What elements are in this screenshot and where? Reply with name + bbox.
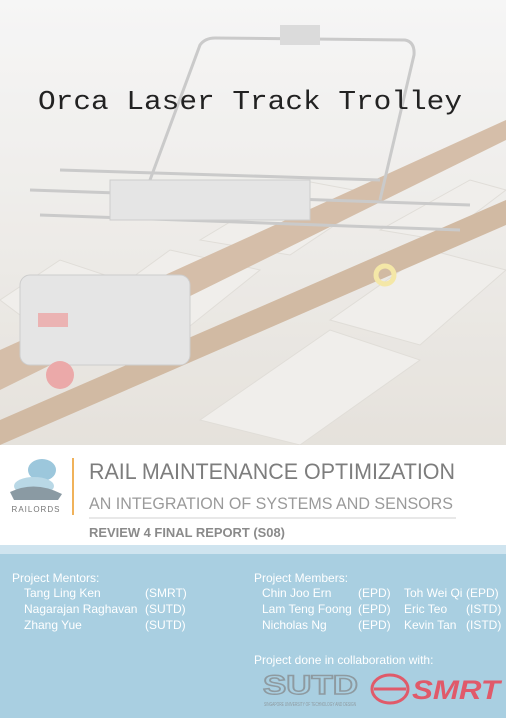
person-org: (ISTD) <box>466 602 501 616</box>
person-name: Chin Joo Ern <box>262 586 331 600</box>
person-name: Eric Teo <box>404 602 447 616</box>
mentor-list: Tang Ling Ken (SMRT) Nagarajan Raghavan (SU… <box>24 586 187 632</box>
person-name: Lam Teng Foong <box>262 602 352 616</box>
person-org: (EPD) <box>358 618 391 632</box>
person-org: (EPD) <box>466 586 499 600</box>
collaboration-label: Project done in collaboration with: <box>254 653 433 667</box>
banner: RAILORDS RAIL MAINTENANCE OPTIMIZATION A… <box>0 445 506 545</box>
person-name: Nicholas Ng <box>262 618 327 632</box>
person-org: (EPD) <box>358 586 391 600</box>
person-org: (SUTD) <box>145 602 186 616</box>
person-name: Nagarajan Raghavan <box>24 602 137 616</box>
person-org: (SUTD) <box>145 618 186 632</box>
members-label: Project Members: <box>254 571 348 585</box>
team-panel: Project Mentors: Tang Ling Ken (SMRT) Naga… <box>0 545 506 718</box>
person-org: (ISTD) <box>466 618 501 632</box>
mentors-label: Project Mentors: <box>12 571 99 585</box>
person-name: Kevin Tan <box>404 618 456 632</box>
member-list: Chin Joo Ern (EPD) Lam Teng Foong (EPD) Nich… <box>262 586 501 632</box>
cover-image: Orca Laser Track Trolley <box>0 0 506 446</box>
smrt-logo: SMRT <box>370 673 503 705</box>
person-name: Toh Wei Qi <box>404 586 462 600</box>
sutd-logo: SUTD SINGAPORE UNIVERSITY OF TECHNOLOGY … <box>262 669 359 708</box>
partner-name: SMRT <box>412 675 503 705</box>
person-name: Zhang Yue <box>24 618 82 632</box>
person-org: (EPD) <box>358 602 391 616</box>
partner-name: SINGAPORE UNIVERSITY OF TECHNOLOGY AND D… <box>264 702 356 708</box>
person-org: (SMRT) <box>145 586 187 600</box>
logo-text: RAILORDS <box>12 505 61 514</box>
person-name: Tang Ling Ken <box>24 586 101 600</box>
partner-name: SUTD <box>263 670 358 700</box>
report-label: REVIEW 4 FINAL REPORT (S08) <box>89 525 285 540</box>
team-logo: RAILORDS <box>10 459 62 514</box>
subheading: AN INTEGRATION OF SYSTEMS AND SENSORS <box>89 494 453 513</box>
cover-title: Orca Laser Track Trolley <box>38 88 462 118</box>
heading: RAIL MAINTENANCE OPTIMIZATION <box>89 459 455 484</box>
